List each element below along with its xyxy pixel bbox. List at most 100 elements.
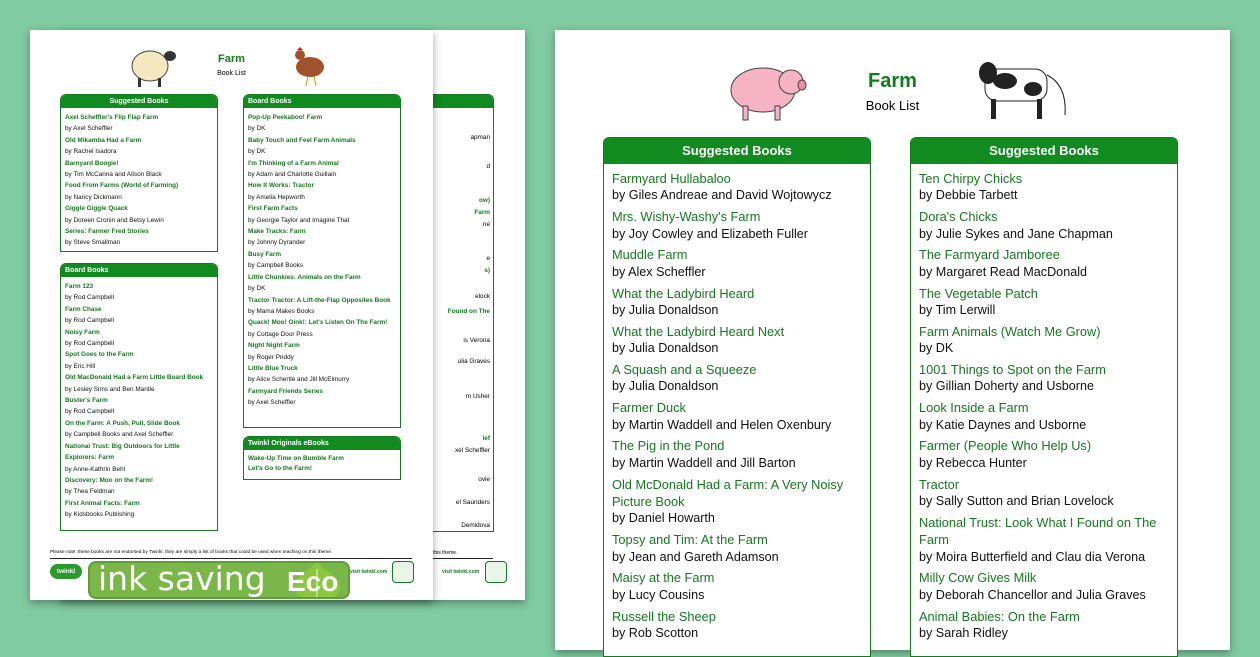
book-title: Busy Farm [248, 250, 282, 258]
visit-link[interactable]: visit twinkl.com [350, 569, 388, 575]
book-author: by Lucy Cousins [612, 587, 705, 602]
book-author: by Martin Waddell and Helen Oxenbury [612, 417, 832, 432]
book-title: Axel Scheffler's Flip Flap Farm [65, 114, 159, 121]
book-author: by Rod Campbell [65, 340, 115, 348]
book-author: by Johnny Dyrander [248, 239, 306, 247]
page-title: Farm [218, 53, 245, 65]
text-fragment: Demidova [461, 522, 490, 529]
book-author: by Joy Cowley and Elizabeth Fuller [612, 226, 808, 241]
leaf-drop-icon [288, 563, 346, 597]
book-author: by Mama Makes Books [248, 307, 315, 315]
board-books-box-2: Board Books Pop-Up Peekaboo! Farm by DK Ba… [243, 94, 401, 428]
quality-badge-icon [392, 561, 414, 583]
book-author: by DK [248, 285, 266, 293]
book-author: by Amelia Hepworth [248, 193, 305, 201]
book-title: Milly Cow Gives Milk [919, 570, 1037, 586]
book-title: Tractor Tractor: A Lift-the-Flap Opposit… [248, 296, 391, 304]
book-author: by Jean and Gareth Adamson [612, 549, 779, 564]
box-heading: Suggested Books [911, 138, 1177, 164]
suggested-books-col2: Suggested Books Ten Chirpy Chicks by Debb… [910, 137, 1178, 657]
book-title: Farmer Duck [612, 400, 686, 416]
box-heading: Suggested Books [61, 95, 217, 108]
book-title: Little Chunkies: Animals on the Farm [248, 273, 361, 281]
box-heading: Twinkl Originals eBooks [244, 437, 400, 450]
page-subtitle: Book List [865, 98, 920, 113]
book-author: by Eric Hill [65, 362, 96, 370]
box-heading: Suggested Books [604, 138, 870, 164]
text-fragment: ulia Graves [457, 358, 490, 365]
text-fragment: Farm [474, 209, 490, 216]
book-title: Quack! Moo! Oink!: Let's Listen On The F… [248, 319, 388, 327]
book-title: The Vegetable Patch [919, 285, 1038, 301]
twinkl-originals-box: Twinkl Originals eBooks Wake-Up Time on … [243, 436, 401, 480]
book-title: Farm 123 [65, 283, 94, 290]
ebook-link[interactable]: Let's Go to the Farm! [248, 464, 313, 472]
book-title: Maisy at the Farm [612, 570, 715, 586]
book-author: by Rod Campbell [65, 408, 115, 416]
book-title: Barnyard Boogie! [65, 159, 119, 167]
disclaimer-note: Please note: these books are not endorse… [50, 550, 333, 555]
book-author: by Tim Lerwill [919, 303, 996, 318]
ink-saving-eco-badge: ink saving Eco [88, 561, 350, 599]
book-author: by Sarah Ridley [919, 626, 1008, 641]
cow-illustration [975, 55, 1075, 130]
book-title: Farmer (People Who Help Us) [919, 438, 1092, 454]
book-author: by Steve Smallman [65, 239, 121, 247]
book-title: 1001 Things to Spot on the Farm [919, 362, 1106, 378]
book-title: Food From Farms (World of Farming) [65, 182, 179, 190]
text-fragment: is Verona [463, 337, 490, 344]
book-author: by Kidsbooks Publishing [65, 511, 135, 519]
book-title: Mrs. Wishy-Washy's Farm [612, 209, 761, 225]
book-title: Make Tracks: Farm [248, 228, 306, 236]
book-title: Night Night Farm [248, 342, 300, 350]
suggested-books-box: Suggested Books Axel Scheffler's Flip Fl… [60, 94, 218, 252]
book-title: Giggle Giggle Quack [65, 205, 128, 213]
text-fragment: ief [482, 435, 490, 442]
book-author: by Deborah Chancellor and Julia Graves [919, 587, 1146, 602]
book-author: by DK [248, 125, 266, 133]
book-title: What the Ladybird Heard [612, 285, 755, 301]
book-author: by Sally Sutton and Brian Lovelock [919, 494, 1114, 509]
book-author: by Tim McCanna and Alison Black [65, 171, 162, 179]
book-author: by Thea Feldman [65, 488, 115, 496]
book-author: by Lesley Sims and Ben Mantle [65, 385, 155, 393]
book-title: Discovery: Moo on the Farm! [65, 476, 154, 484]
book-author: by Giles Andreae and David Wojtowycz [612, 188, 832, 203]
book-title: Muddle Farm [612, 247, 688, 263]
text-fragment: apman [470, 134, 490, 141]
book-title: What the Ladybird Heard Next [612, 323, 785, 339]
back-note-fragment: this theme. [433, 550, 458, 556]
book-title: First Farm Facts [248, 205, 298, 213]
text-fragment: elock [475, 293, 490, 300]
book-title: National Trust: Look What I Found on The… [919, 514, 1157, 548]
book-author: by Daniel Howarth [612, 511, 715, 526]
book-title: Farmyard Friends Series [248, 387, 323, 395]
book-title: Look Inside a Farm [919, 400, 1029, 416]
back-visit-link[interactable]: visit twinkl.com [442, 569, 480, 575]
text-fragment: ovie [478, 476, 490, 483]
book-title: Pop-Up Peekaboo! Farm [248, 114, 323, 121]
book-author: by Rob Scotton [612, 626, 699, 641]
book-title: Old Mikamba Had a Farm [65, 136, 142, 144]
book-title: Little Blue Truck [248, 364, 298, 372]
book-title: Farm Animals (Watch Me Grow) [919, 323, 1101, 339]
book-title: First Animal Facts: Farm [65, 499, 140, 507]
book-title: I'm Thinking of a Farm Animal [248, 159, 339, 167]
book-author: by Nancy Dickmann [65, 193, 122, 201]
board-books-box-1: Board Books Farm 123 by Rod Campbell Farm … [60, 263, 218, 531]
book-author: by Julie Sykes and Jane Chapman [919, 226, 1113, 241]
book-title: National Trust: Big Outdoors for Little … [65, 442, 180, 462]
text-fragment: d [486, 163, 490, 170]
twinkl-logo: twinkl [50, 564, 82, 579]
book-title: The Farmyard Jamboree [919, 247, 1060, 263]
book-author: by Rachel Isadora [65, 148, 117, 156]
page-subtitle: Book List [217, 70, 246, 77]
book-author: by Alex Scheffler [612, 264, 706, 279]
book-author: by Julia Donaldson [612, 379, 719, 394]
book-title: Series: Farmer Fred Stories [65, 228, 149, 236]
ebook-link[interactable]: Wake-Up Time on Bumble Farm [248, 455, 344, 462]
book-title: Noisy Farm [65, 328, 100, 336]
book-author: by Campbell Books and Axel Scheffler [65, 431, 174, 439]
book-title: Buster's Farm [65, 397, 108, 405]
book-author: by Roger Priddy [248, 353, 294, 361]
